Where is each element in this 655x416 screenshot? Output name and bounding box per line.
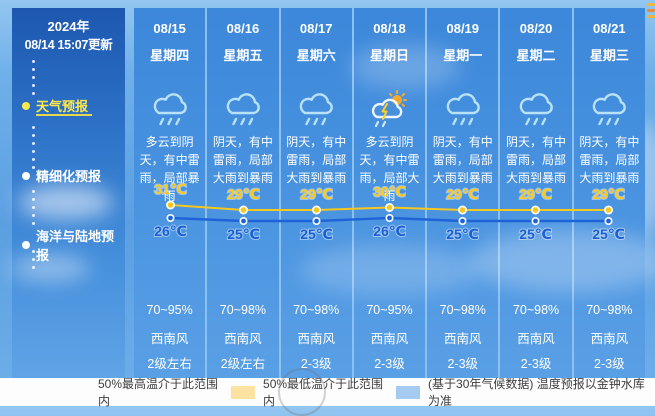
thunder-rain-icon [446,93,480,126]
sidebar-item-label: 精细化预报 [36,169,102,184]
date-label: 08/18 [373,21,406,36]
weather-description: 阴天，有中雷雨，局部大雨到暴雨 [579,135,640,185]
bullet-icon [22,241,30,249]
weather-description: 阴天，有中雷雨，局部大雨到暴雨 [432,135,493,185]
wind-direction: 西南风 [444,332,482,346]
wind-level: 2级左右 [147,357,192,371]
wind-level: 2-3级 [594,357,625,371]
dotted-line [32,250,35,269]
forecast-day-column[interactable]: 08/17 星期六 阴天，有中雷雨，局部大雨到暴雨 70~98% 西南风 2-3… [280,8,352,378]
legend-low-label: 50%最低温介于此范围内 [263,377,384,408]
thunder-rain-icon-wrap [500,88,571,130]
weather-description: 多云到阴天，有中雷雨，局部暴雨 [139,135,200,203]
weekday-label: 星期日 [369,48,409,63]
bullet-icon [22,101,30,110]
wind-level: 2-3级 [520,357,552,371]
weekday-label: 星期三 [589,48,629,63]
weather-description: 阴天，有中雷雨，局部大雨到暴雨 [286,135,347,185]
sidebar-updated-time: 08/14 15:07更新 [24,38,113,52]
low-temp-swatch [395,385,421,399]
forecast-day-column[interactable]: 08/21 星期三 阴天，有中雷雨，局部大雨到暴雨 70~98% 西南风 2-3… [573,8,645,378]
thunder-rain-icon [519,93,553,126]
forecast-day-column[interactable]: 08/16 星期五 阴天，有中雷雨，局部大雨到暴雨 70~98% 西南风 2级左… [207,8,279,378]
thunder-rain-icon [153,93,187,126]
weekday-label: 星期二 [516,48,556,63]
wind-direction: 西南风 [297,332,335,346]
humidity-range: 70~98% [439,303,486,317]
date-label: 08/15 [153,21,186,36]
sun-thunder-rain-icon [372,90,408,128]
thunder-rain-icon-wrap [207,88,278,130]
wind-direction: 西南风 [590,332,629,346]
sidebar-item-ocean-land-forecast[interactable]: 海洋与陆地预报 [22,226,125,264]
wind-level: 2级左右 [220,357,266,371]
cutoff-decoration [647,15,655,18]
thunder-rain-icon-wrap [281,88,352,130]
forecast-day-column[interactable]: 08/15 星期四 多云到阴天，有中雷雨，局部暴雨 70~95% 西南风 2级左… [134,8,206,378]
wind-direction: 西南风 [370,332,409,346]
weather-description: 多云到阴天，有中雷雨，局部大雨 [359,135,420,203]
humidity-range: 70~98% [219,303,267,317]
sidebar-year: 2024年 [47,19,90,34]
weather-description: 阴天，有中雷雨，局部大雨到暴雨 [506,135,567,185]
cutoff-decoration [647,3,655,6]
cutoff-decoration [647,9,655,12]
sidebar-item-label: 海洋与陆地预报 [36,229,115,263]
weekday-label: 星期六 [296,48,336,63]
forecast-day-column[interactable]: 08/19 星期一 阴天，有中雷雨，局部大雨到暴雨 70~98% 西南风 2-3… [427,8,499,378]
high-temp-swatch [230,385,256,399]
thunder-rain-icon-wrap [134,88,205,130]
thunder-rain-icon-wrap [427,88,498,130]
date-label: 08/21 [593,21,626,36]
date-label: 08/20 [519,21,553,36]
active-item-underline [36,114,92,116]
thunder-rain-icon [299,93,334,126]
wind-level: 2-3级 [374,357,405,371]
humidity-range: 70~98% [293,303,340,317]
thunder-rain-icon-wrap [574,88,645,130]
date-label: 08/19 [446,21,480,36]
weekday-label: 星期一 [443,48,483,63]
wind-direction: 西南风 [517,332,555,346]
weekday-label: 星期四 [150,48,190,63]
sidebar-item-refined-forecast[interactable]: 精细化预报 [22,166,101,185]
date-label: 08/17 [299,21,333,36]
weather-description: 阴天，有中雷雨，局部大雨到暴雨 [212,135,273,185]
wind-level: 2-3级 [300,357,332,371]
thunder-rain-icon [226,93,260,126]
sidebar-item-weather-forecast[interactable]: 天气预报 [22,96,88,115]
wind-level: 2-3级 [447,357,479,371]
forecast-panel: 08/15 星期四 多云到阴天，有中雷雨，局部暴雨 70~95% 西南风 2级左… [134,8,645,378]
wind-direction: 西南风 [224,332,262,346]
weekday-label: 星期五 [223,48,263,63]
humidity-range: 70~95% [366,303,413,317]
humidity-range: 70~98% [586,303,633,317]
legend-note: (基于30年气候数据) 温度预报以金钟水库为准 [428,377,645,408]
dotted-line [32,126,35,169]
wind-direction: 西南风 [150,332,189,346]
sun-thunder-rain-icon-wrap [354,88,425,130]
forecast-columns: 08/15 星期四 多云到阴天，有中雷雨，局部暴雨 70~95% 西南风 2级左… [134,8,645,378]
forecast-day-column[interactable]: 08/20 星期二 阴天，有中雷雨，局部大雨到暴雨 70~98% 西南风 2-3… [500,8,572,378]
legend-bar: 50%最高温介于此范围内 50%最低温介于此范围内 (基于30年气候数据) 温度… [0,377,655,408]
forecast-day-column[interactable]: 08/18 星期日 多云到阴天，有中雷雨，局部大雨 70~95% 西南风 2-3… [353,8,426,378]
bullet-icon [22,171,30,180]
humidity-range: 70~95% [146,303,193,317]
sidebar: 2024年 08/14 15:07更新 天气预报 精细化预报 海洋与陆地预报 [12,8,125,378]
thunder-rain-icon [593,93,627,126]
date-label: 08/16 [226,21,260,36]
dotted-line [32,190,35,225]
sidebar-item-label: 天气预报 [36,99,89,114]
dotted-line [32,60,35,95]
humidity-range: 70~98% [512,303,560,317]
legend-high-label: 50%最高温介于此范围内 [98,377,219,408]
